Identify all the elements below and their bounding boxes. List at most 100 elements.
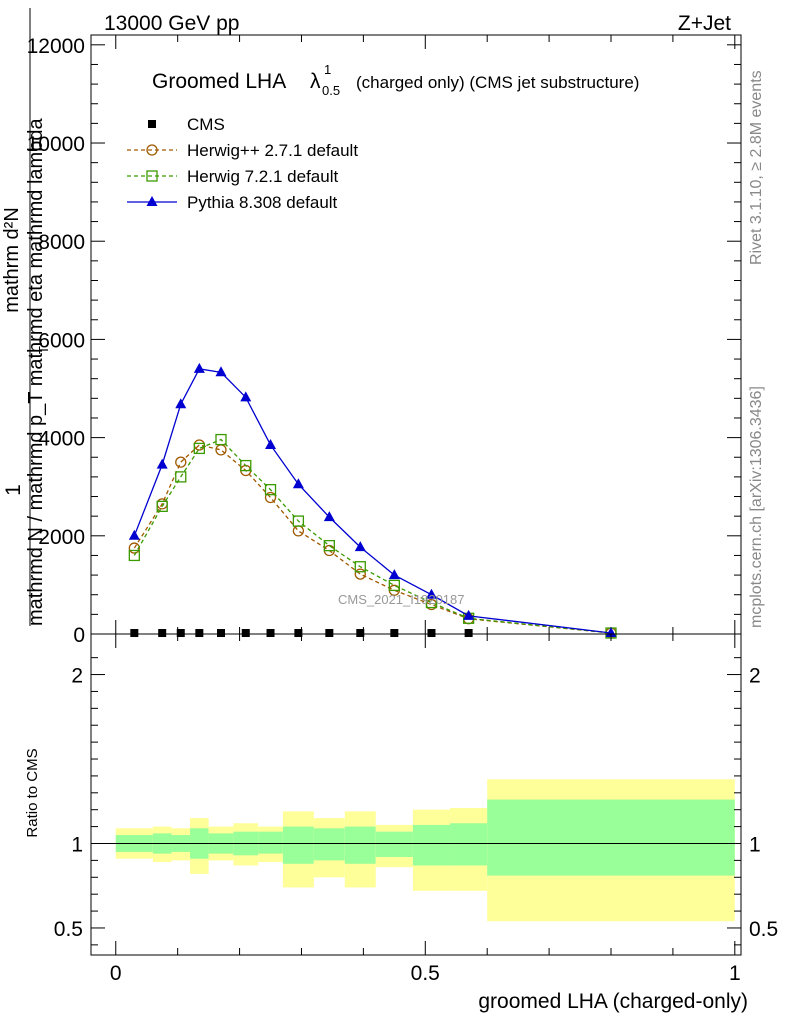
- data-point: [292, 525, 305, 537]
- data-point: [240, 391, 252, 402]
- series-2: [128, 433, 617, 639]
- ytick-label: 4000: [38, 428, 85, 451]
- ratio-ytick-label-right: 2: [749, 665, 761, 688]
- ytick-label: 0: [73, 624, 85, 647]
- data-point: [425, 588, 437, 599]
- data-point: [128, 549, 140, 562]
- mcplots-side-label: mcplots.cern.ch [arXiv:1306.3436]: [748, 386, 765, 628]
- ratio-ytick-label-right: 1: [749, 833, 761, 856]
- data-point: [427, 629, 436, 638]
- main-title-symbol: λ: [310, 70, 321, 93]
- ratio-band-inner: [487, 799, 735, 876]
- series-line: [133, 438, 612, 634]
- ratio-ylabel: Ratio to CMS: [24, 748, 41, 837]
- data-point: [156, 500, 168, 512]
- data-point: [265, 438, 277, 449]
- data-point: [390, 629, 399, 638]
- data-point: [176, 629, 185, 638]
- data-point: [464, 629, 473, 638]
- data-point: [128, 542, 140, 554]
- xtick-label: 1: [729, 962, 741, 985]
- ratio-ytick-label: 2: [71, 665, 83, 688]
- data-point: [158, 629, 167, 638]
- ratio-band-inner: [412, 824, 451, 866]
- xtick-label: 0.5: [411, 962, 440, 985]
- main-ylabel-top: mathrm d²N: [1, 207, 23, 313]
- data-point: [323, 511, 335, 522]
- data-point: [325, 629, 334, 638]
- legend-marker: [148, 120, 156, 128]
- data-point: [193, 442, 205, 455]
- series-0: [130, 629, 473, 638]
- data-point: [175, 456, 187, 468]
- header-right-text: Z+Jet: [678, 12, 731, 35]
- rivet-side-label: Rivet 3.1.10, ≥ 2.8M events: [748, 70, 765, 265]
- data-point: [217, 629, 225, 638]
- ytick-label: 10000: [27, 133, 85, 156]
- main-ylabel-denominator: mathrmd N / mathrmd p_T mathrmd eta math…: [25, 118, 47, 626]
- main-title-text: Groomed LHA: [152, 70, 286, 93]
- data-point: [354, 541, 366, 552]
- main-panel: 0 2000 4000 6000 8000 10000 12000: [27, 34, 742, 647]
- data-point: [175, 471, 187, 483]
- watermark-text: CMS_2021_I1920187: [338, 592, 465, 607]
- data-point: [215, 433, 227, 446]
- legend-label: Herwig++ 2.7.1 default: [187, 141, 358, 160]
- legend-label: CMS: [187, 115, 225, 134]
- ytick-label: 8000: [38, 231, 85, 254]
- data-point: [175, 398, 187, 409]
- ratio-frame: [90, 633, 742, 956]
- data-point: [356, 629, 365, 638]
- main-ylabel: 1 mathrmd N / mathrmd p_T mathrmd eta ma…: [1, 8, 51, 626]
- xaxis-label: groomed LHA (charged-only): [478, 990, 748, 1013]
- legend-marker: [146, 170, 158, 182]
- data-point: [156, 458, 168, 469]
- data-point: [292, 515, 305, 527]
- ratio-ytick-label: 1: [71, 833, 83, 856]
- ratio-band-inner: [282, 826, 314, 864]
- ytick-label: 6000: [38, 329, 85, 352]
- ratio-band-inner: [375, 831, 413, 858]
- data-point: [388, 579, 400, 592]
- data-point: [388, 569, 400, 580]
- data-point: [215, 366, 227, 377]
- data-point: [323, 539, 335, 552]
- header-left-text: 13000 GeV pp: [104, 12, 239, 35]
- ratio-band-inner: [313, 828, 345, 861]
- data-point: [264, 491, 277, 504]
- data-point: [195, 629, 204, 638]
- main-title: Groomed LHA λ 1 0.5 (charged only) (CMS …: [152, 62, 639, 98]
- data-point: [264, 484, 277, 496]
- main-title-superscript: 1: [324, 62, 331, 77]
- data-point: [240, 459, 252, 472]
- data-point: [241, 629, 250, 638]
- ytick-label: 2000: [38, 526, 85, 549]
- ratio-band-inner: [258, 831, 283, 854]
- series-line: [133, 368, 612, 634]
- legend-marker: [146, 144, 158, 156]
- ratio-ytick-label: 0.5: [54, 918, 83, 941]
- data-point: [292, 478, 304, 489]
- ratio-band-inner: [344, 826, 376, 864]
- legend-label: Pythia 8.308 default: [187, 193, 338, 212]
- main-title-suffix: (charged only) (CMS jet substructure): [356, 73, 639, 92]
- data-point: [266, 629, 275, 638]
- ratio-panel: 0.5 0.5 1 1 2 2 0 0.5 1: [54, 633, 778, 985]
- ratio-ytick-label-right: 0.5: [749, 918, 778, 941]
- main-title-subscript: 0.5: [322, 83, 340, 98]
- ytick-label: 12000: [27, 35, 85, 58]
- data-point: [463, 609, 475, 620]
- data-point: [130, 629, 139, 638]
- data-point: [354, 568, 366, 580]
- data-point: [605, 627, 617, 638]
- legend: CMS Herwig++ 2.7.1 default Herwig 7.2.1 de…: [127, 115, 358, 212]
- legend-label: Herwig 7.2.1 default: [187, 167, 338, 186]
- data-point: [128, 529, 140, 540]
- data-point: [193, 439, 205, 451]
- legend-marker: [146, 196, 158, 206]
- series-1: [128, 439, 617, 639]
- data-point: [354, 561, 366, 573]
- ratio-band-inner: [450, 823, 488, 866]
- data-point: [215, 444, 227, 456]
